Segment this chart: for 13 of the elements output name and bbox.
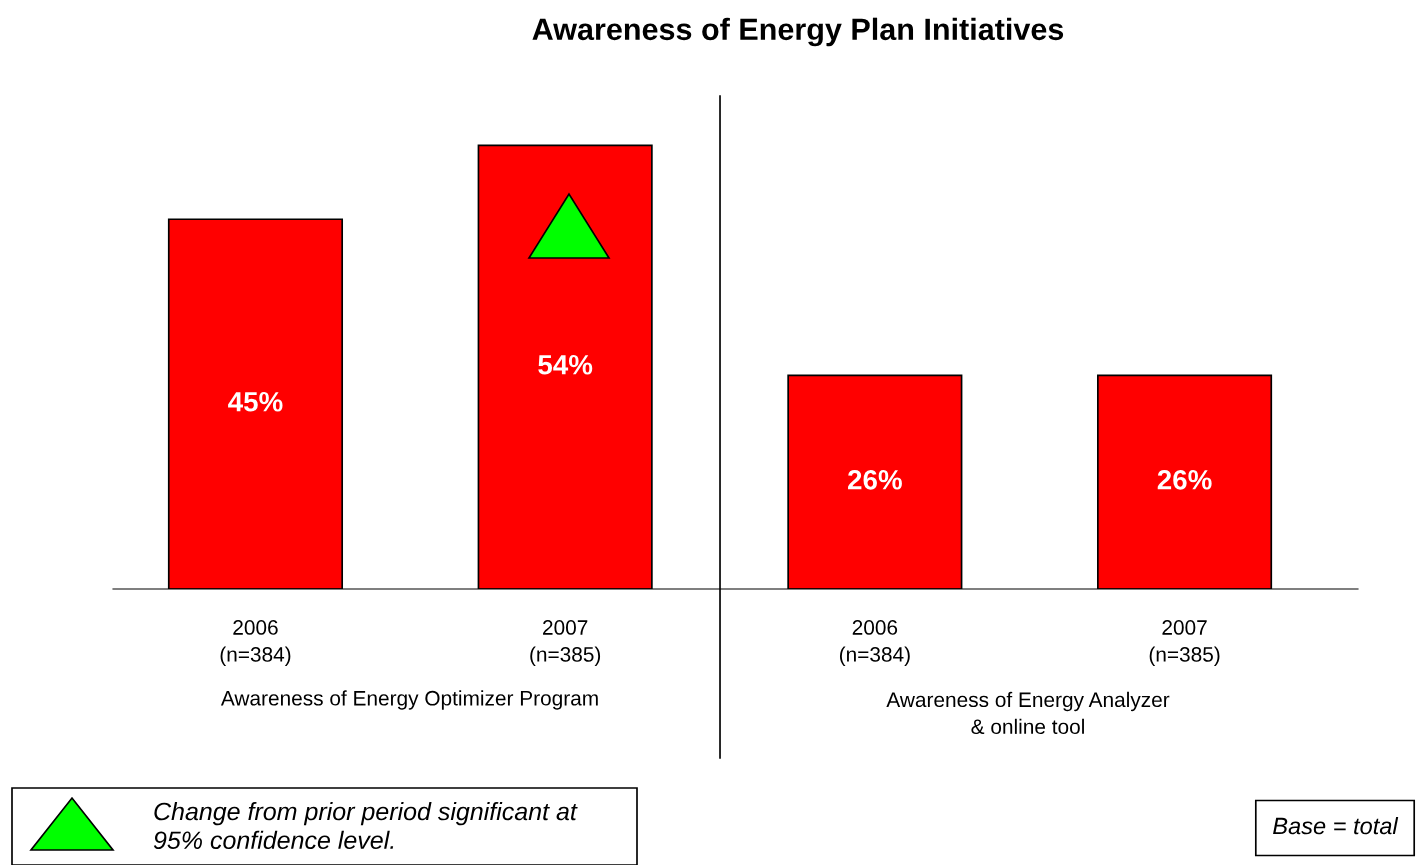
text: Base = total [1273,816,1399,835]
chart-title: Awareness of Energy Plan Initiatives [532,17,1064,47]
x-tick-label: 2007 (n=385) [1149,620,1220,666]
text: Awareness of Energy Analyzer & online tool [886,691,1170,735]
x-tick-label: 2007 (n=385) [530,620,601,666]
data-label: 26% [1157,469,1212,490]
data-label: 45% [228,391,283,412]
data-label: 54% [538,355,593,375]
x-tick-label: 2006 (n=384) [220,620,291,666]
text: Awareness of Energy Optimizer Program [220,690,598,710]
text: Change from prior period significant at 95% confidence level. [153,801,578,850]
data-label: 26% [848,469,902,490]
x-tick-label: 2006 (n=384) [839,620,910,666]
